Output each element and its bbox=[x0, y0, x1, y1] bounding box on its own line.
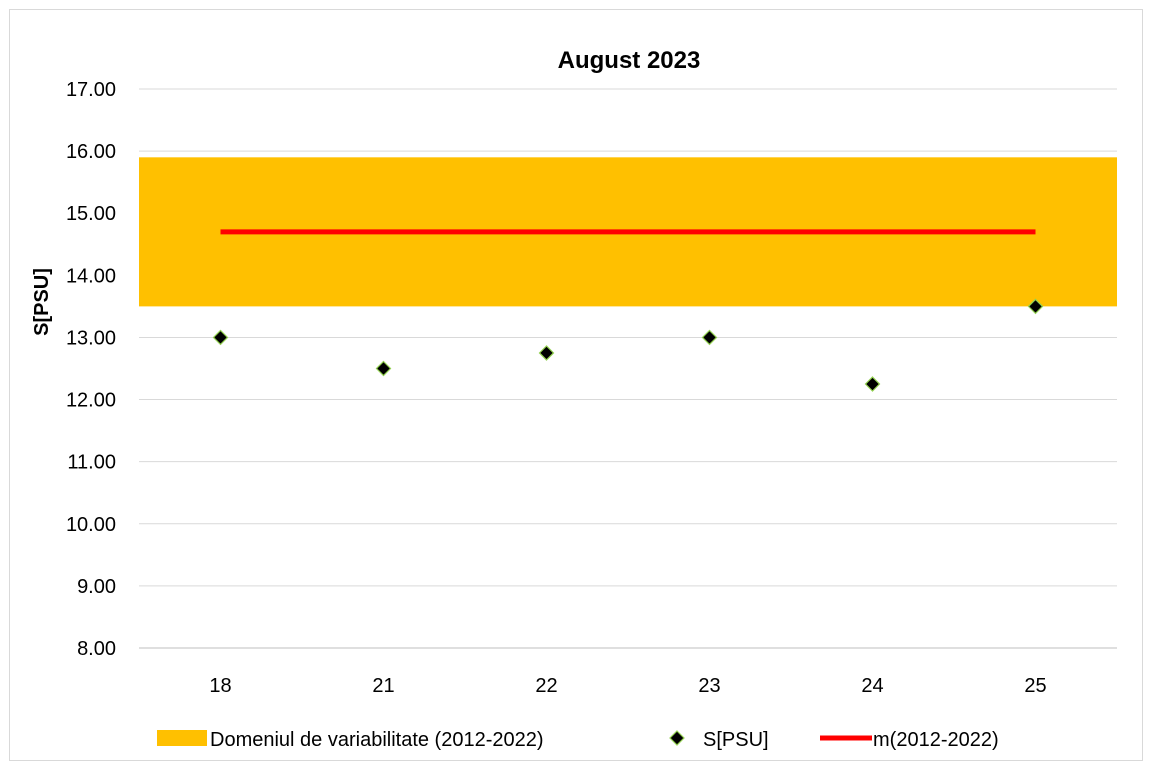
x-tick-labels: 18 21 22 23 24 25 bbox=[209, 675, 1046, 697]
x-tick-label: 25 bbox=[1024, 675, 1046, 697]
y-tick-label: 10.00 bbox=[66, 514, 116, 536]
data-point-spsu bbox=[701, 329, 718, 346]
data-point-spsu bbox=[212, 329, 229, 346]
x-tick-label: 21 bbox=[372, 675, 394, 697]
data-point-spsu bbox=[864, 376, 881, 392]
y-tick-label: 14.00 bbox=[66, 265, 116, 287]
y-tick-label: 17.00 bbox=[66, 79, 116, 101]
y-tick-label: 9.00 bbox=[77, 576, 116, 598]
x-tick-label: 22 bbox=[535, 675, 557, 697]
x-tick-label: 24 bbox=[861, 675, 883, 697]
legend-label-spsu: S[PSU] bbox=[703, 729, 769, 751]
y-tick-label: 8.00 bbox=[77, 638, 116, 660]
chart-title: August 2023 bbox=[558, 47, 701, 74]
y-axis-label: S[PSU] bbox=[31, 268, 53, 336]
y-tick-label: 13.00 bbox=[66, 327, 116, 349]
data-point-spsu bbox=[375, 360, 392, 377]
y-tick-labels: 8.00 9.00 10.00 11.00 12.00 13.00 14.00 15.00 16… bbox=[66, 79, 116, 660]
data-point-spsu bbox=[538, 345, 555, 361]
legend-label-band: Domeniul de variabilitate (2012-2022) bbox=[210, 729, 544, 751]
x-tick-label: 23 bbox=[698, 675, 720, 697]
x-tick-label: 18 bbox=[209, 675, 231, 697]
legend-marker-spsu bbox=[669, 730, 685, 746]
y-tick-label: 15.00 bbox=[66, 203, 116, 225]
legend: Domeniul de variabilitate (2012-2022) S[… bbox=[157, 729, 999, 751]
legend-label-mean: m(2012-2022) bbox=[873, 729, 999, 751]
y-tick-label: 12.00 bbox=[66, 390, 116, 412]
y-tick-label: 16.00 bbox=[66, 141, 116, 163]
y-tick-label: 11.00 bbox=[67, 452, 116, 474]
chart-frame bbox=[9, 9, 1143, 761]
data-point-spsu bbox=[1027, 298, 1044, 315]
legend-swatch-band bbox=[157, 730, 207, 746]
marker-layer bbox=[212, 298, 1044, 392]
